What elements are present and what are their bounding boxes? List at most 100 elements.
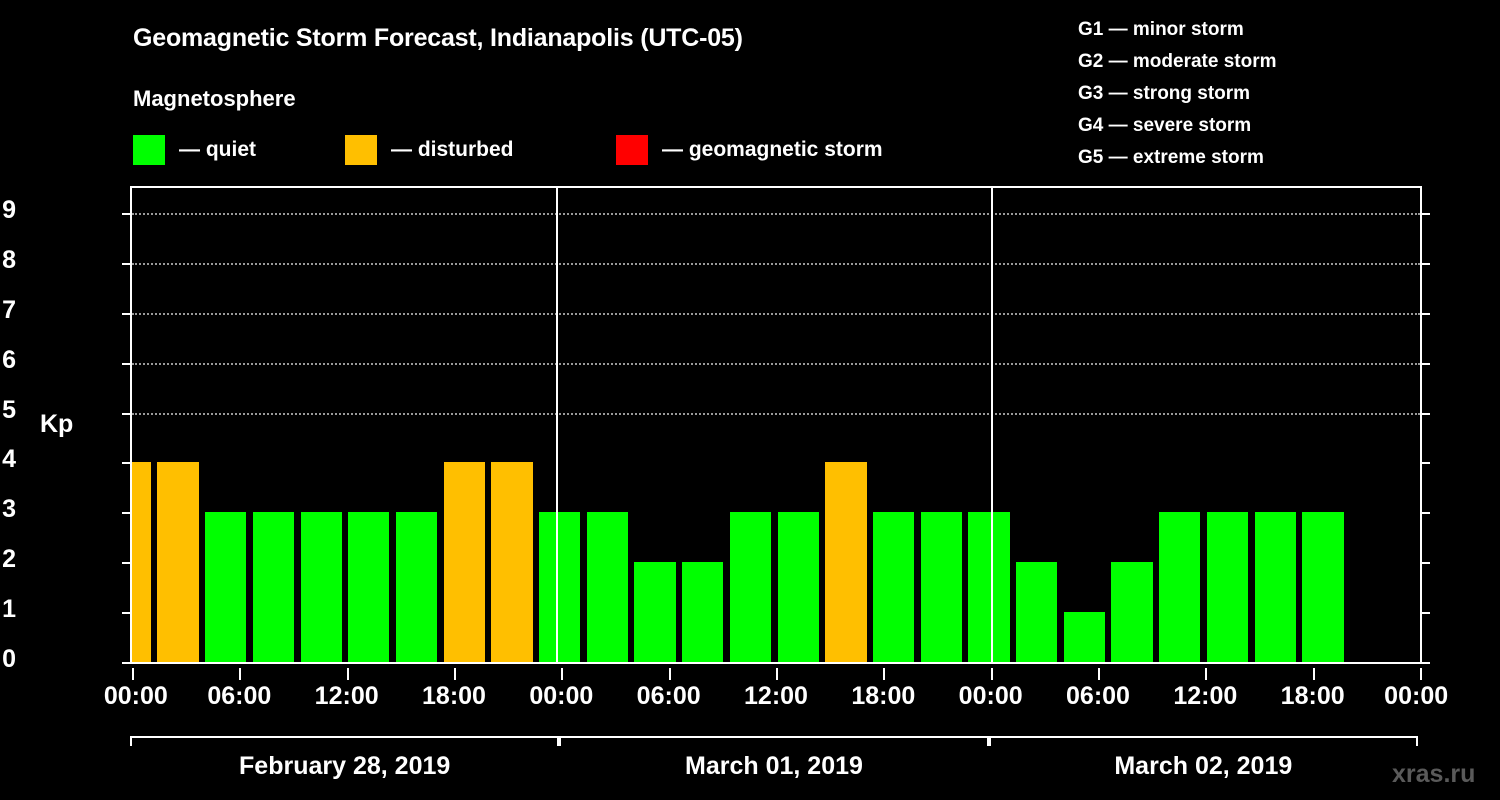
gridline bbox=[132, 412, 1420, 415]
x-tick-label: 06:00 bbox=[636, 682, 701, 710]
x-tick bbox=[132, 668, 134, 680]
y-tick bbox=[122, 212, 132, 215]
y-tick-right bbox=[1420, 262, 1430, 265]
kp-bar bbox=[1111, 562, 1153, 662]
y-tick-right bbox=[1420, 362, 1430, 365]
g-scale-row: G2 — moderate storm bbox=[1078, 51, 1277, 72]
y-tick-label: 9 bbox=[2, 195, 16, 224]
kp-bar bbox=[920, 512, 962, 662]
x-tick bbox=[346, 668, 349, 680]
y-tick bbox=[122, 662, 132, 664]
kp-bar bbox=[132, 462, 151, 662]
g-scale-row: G4 — severe storm bbox=[1078, 115, 1252, 136]
kp-bar bbox=[968, 512, 1010, 662]
x-axis: 00:00 06:00 12:00 18:00 00:00 06:00 12:00 18:00… bbox=[104, 668, 1448, 718]
y-tick-right bbox=[1420, 212, 1430, 215]
y-tick bbox=[122, 612, 132, 615]
x-tick bbox=[1205, 668, 1208, 680]
y-tick-label: 4 bbox=[2, 445, 16, 474]
disturbed-swatch bbox=[345, 135, 377, 165]
y-tick-label: 5 bbox=[2, 395, 16, 424]
legend-label: — disturbed bbox=[391, 138, 514, 161]
y-tick bbox=[122, 262, 132, 265]
y-tick bbox=[122, 562, 132, 565]
x-tick bbox=[454, 668, 456, 680]
gridline bbox=[132, 262, 1420, 265]
kp-bar bbox=[205, 512, 247, 662]
g-scale-row: G5 — extreme storm bbox=[1078, 147, 1264, 168]
legend-item: — disturbed bbox=[345, 134, 514, 166]
day-separator bbox=[556, 188, 559, 662]
legend-item: — geomagnetic storm bbox=[616, 134, 883, 166]
x-tick bbox=[668, 668, 671, 680]
date-bracket bbox=[988, 736, 1418, 746]
kp-bar bbox=[1254, 512, 1296, 662]
y-tick-right bbox=[1420, 462, 1430, 465]
watermark: xras.ru bbox=[1392, 760, 1476, 788]
y-tick-label: 8 bbox=[2, 245, 16, 274]
kp-bar bbox=[586, 512, 628, 662]
x-tick-label: 06:00 bbox=[1066, 682, 1130, 710]
x-tick-label: 12:00 bbox=[1173, 682, 1238, 710]
x-tick-label: 00:00 bbox=[958, 682, 1023, 710]
gridline bbox=[132, 312, 1420, 315]
x-tick bbox=[561, 668, 564, 680]
gridline bbox=[132, 362, 1420, 365]
page-title: Geomagnetic Storm Forecast, Indianapolis… bbox=[133, 24, 743, 52]
date-group: February 28, 2019 bbox=[130, 736, 560, 796]
kp-bar bbox=[252, 512, 295, 662]
kp-bar bbox=[634, 562, 676, 662]
chart-subtitle: Magnetosphere bbox=[133, 86, 296, 111]
y-tick bbox=[122, 512, 132, 515]
x-tick-label: 00:00 bbox=[1384, 682, 1449, 710]
g-scale-row: G3 — strong storm bbox=[1078, 83, 1251, 104]
y-tick-right bbox=[1420, 512, 1430, 515]
kp-bar bbox=[491, 462, 533, 662]
date-axis: February 28, 2019 March 01, 2019 March 02,… bbox=[130, 736, 1422, 796]
date-bracket bbox=[130, 736, 560, 746]
kp-bar bbox=[300, 512, 342, 662]
x-tick bbox=[776, 668, 778, 680]
g-scale-legend: G1 — minor storm G2 — moderate storm G3 — … bbox=[1078, 14, 1277, 174]
x-tick-label: 18:00 bbox=[422, 682, 486, 710]
legend-item: — quiet bbox=[133, 134, 256, 166]
day-separator bbox=[990, 188, 993, 662]
date-group: March 01, 2019 bbox=[559, 736, 989, 796]
kp-bar bbox=[872, 512, 915, 662]
kp-bar bbox=[777, 512, 819, 662]
gridline bbox=[132, 212, 1420, 215]
legend-label: — quiet bbox=[179, 138, 256, 161]
y-axis-title: Kp bbox=[40, 410, 74, 438]
y-tick bbox=[122, 412, 132, 415]
g-scale-row: G1 — minor storm bbox=[1078, 19, 1244, 40]
kp-bar bbox=[825, 462, 867, 662]
y-tick-label: 1 bbox=[2, 595, 16, 624]
x-tick-label: 18:00 bbox=[851, 682, 916, 710]
x-tick bbox=[239, 668, 242, 680]
kp-bar bbox=[395, 512, 438, 662]
y-tick-right bbox=[1420, 662, 1430, 664]
kp-bar bbox=[1159, 512, 1201, 662]
x-tick-label: 12:00 bbox=[314, 682, 379, 710]
kp-bar bbox=[348, 512, 390, 662]
kp-bar bbox=[682, 562, 724, 662]
x-tick bbox=[1312, 668, 1315, 680]
x-tick-label: 06:00 bbox=[207, 682, 272, 710]
x-tick-label: 00:00 bbox=[103, 682, 168, 710]
kp-bar bbox=[1063, 612, 1106, 662]
y-tick-right bbox=[1420, 312, 1430, 315]
quiet-swatch bbox=[133, 135, 165, 165]
y-tick-right bbox=[1420, 412, 1430, 415]
kp-bar bbox=[443, 462, 485, 662]
kp-bar bbox=[1016, 562, 1058, 662]
y-tick-label: 2 bbox=[2, 545, 16, 574]
kp-bar bbox=[1206, 512, 1249, 662]
kp-bar bbox=[157, 462, 199, 662]
y-tick-label: 0 bbox=[2, 645, 16, 673]
legend-label: — geomagnetic storm bbox=[662, 138, 883, 161]
storm-swatch bbox=[616, 135, 648, 165]
kp-bar bbox=[1302, 512, 1344, 662]
y-tick-right bbox=[1420, 612, 1430, 615]
plot-inner: 0123456789G1G2G3G4G5 bbox=[2, 188, 1430, 673]
